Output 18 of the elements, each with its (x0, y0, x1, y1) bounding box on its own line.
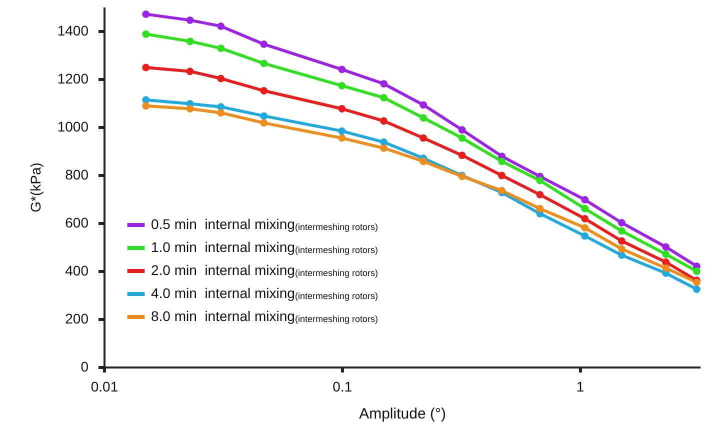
y-tick-label: 800 (65, 166, 89, 182)
y-axis-title: G*(kPa) (27, 162, 44, 212)
x-axis-title: Amplitude (°) (359, 406, 446, 422)
legend-label: 4.0 min internal mixing(intermeshing rotors) (151, 285, 378, 301)
y-tick-label: 1400 (57, 22, 89, 38)
y-tick-label: 1200 (57, 70, 89, 86)
y-tick-label: 200 (65, 310, 89, 326)
x-tick-label: 0.01 (90, 378, 118, 394)
y-tick-label: 400 (65, 262, 89, 278)
y-tick-label: 1000 (57, 118, 89, 134)
y-tick-label: 0 (80, 358, 89, 374)
legend-label: 2.0 min internal mixing(intermeshing rotors) (151, 262, 378, 278)
x-tick-label: 1 (576, 378, 584, 394)
x-tick-label: 0.1 (332, 378, 352, 394)
y-tick-label: 600 (65, 214, 89, 230)
legend-label: 1.0 min internal mixing(intermeshing rotors) (151, 239, 378, 255)
legend-label: 8.0 min internal mixing(intermeshing rotors) (151, 308, 378, 324)
legend-label: 0.5 min internal mixing(intermeshing rotors) (151, 216, 378, 232)
